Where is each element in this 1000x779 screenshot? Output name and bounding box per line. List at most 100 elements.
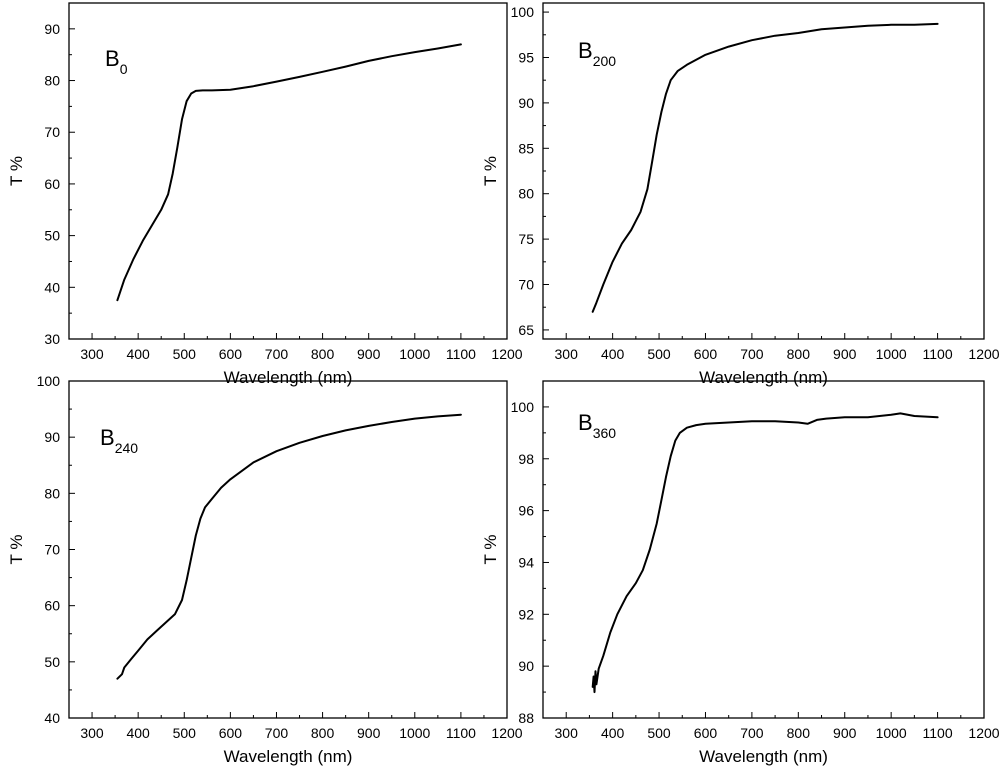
x-tick-label: 1000 xyxy=(399,725,430,741)
y-axis-title: T % xyxy=(481,535,500,565)
y-tick-label: 40 xyxy=(44,279,60,295)
x-tick-label: 600 xyxy=(219,725,243,741)
y-tick-label: 90 xyxy=(44,429,60,445)
y-tick-label: 60 xyxy=(44,176,60,192)
x-axis-title: Wavelength (nm) xyxy=(224,368,353,387)
y-tick-label: 85 xyxy=(518,140,534,156)
x-tick-label: 1200 xyxy=(968,725,999,741)
x-tick-label: 1100 xyxy=(923,725,953,741)
x-tick-label: 1100 xyxy=(923,346,953,362)
plot-frame xyxy=(68,2,508,340)
panel-2: 300 400 500 600 700 800 900 1000 1100 1200 40 50 60 7… xyxy=(7,373,523,766)
x-tick-label: 800 xyxy=(787,725,811,741)
x-tick-label: 400 xyxy=(126,346,150,362)
y-tick-label: 98 xyxy=(518,451,534,467)
x-tick-label: 600 xyxy=(219,346,243,362)
y-tick-label: 92 xyxy=(518,606,534,622)
x-tick-label: 1100 xyxy=(446,346,476,362)
x-tick-label: 400 xyxy=(601,346,625,362)
y-axis-title: T % xyxy=(481,156,500,186)
panel-label: B200 xyxy=(578,38,616,69)
y-tick-label: 90 xyxy=(518,95,534,111)
x-tick-label: 800 xyxy=(787,346,811,362)
y-tick-label: 88 xyxy=(518,710,534,726)
x-tick-label: 300 xyxy=(555,346,579,362)
panel-label-letter: B xyxy=(105,46,120,71)
y-axis-title: T % xyxy=(7,156,26,186)
x-tick-label: 500 xyxy=(173,725,197,741)
panel-1: 300 400 500 600 700 800 900 1000 1100 1200 65 70 75 8… xyxy=(481,2,1000,387)
series-line-B0 xyxy=(116,43,462,302)
panel-label: B360 xyxy=(578,410,616,441)
panel-label-subscript: 360 xyxy=(593,425,617,441)
x-axis-title: Wavelength (nm) xyxy=(699,747,828,766)
y-tick-label: 60 xyxy=(44,598,60,614)
y-tick-label: 50 xyxy=(44,228,60,244)
x-tick-label: 1000 xyxy=(876,725,907,741)
x-tick-label: 300 xyxy=(555,725,579,741)
x-tick-label: 1200 xyxy=(968,346,999,362)
plot-frame xyxy=(542,380,985,719)
y-tick-label: 70 xyxy=(44,124,60,140)
y-tick-label: 70 xyxy=(44,542,60,558)
x-tick-label: 600 xyxy=(694,725,718,741)
y-axis-title: T % xyxy=(7,535,26,565)
panel-3: 300 400 500 600 700 800 900 1000 1100 12008890929… xyxy=(481,380,1000,766)
y-tick-label: 70 xyxy=(518,277,534,293)
y-tick-label: 100 xyxy=(37,373,61,389)
x-tick-label: 1000 xyxy=(876,346,907,362)
panel-label-subscript: 200 xyxy=(593,53,617,69)
x-tick-label: 800 xyxy=(311,346,335,362)
y-tick-label: 96 xyxy=(518,503,534,519)
y-tick-label: 100 xyxy=(511,4,535,20)
y-tick-label: 90 xyxy=(518,658,534,674)
x-tick-label: 500 xyxy=(647,725,671,741)
x-tick-label: 900 xyxy=(833,725,857,741)
x-tick-label: 700 xyxy=(740,346,764,362)
x-tick-label: 700 xyxy=(265,346,289,362)
x-tick-label: 300 xyxy=(80,725,104,741)
y-tick-label: 90 xyxy=(44,21,60,37)
panel-0: 300 400 500 600 700 800 900 1000 1100 12003040506… xyxy=(7,2,523,387)
series-line-B360 xyxy=(591,412,939,694)
x-tick-label: 1100 xyxy=(446,725,476,741)
x-tick-label: 600 xyxy=(694,346,718,362)
panel-label-letter: B xyxy=(578,410,593,435)
x-axis-title: Wavelength (nm) xyxy=(699,368,828,387)
y-tick-label: 75 xyxy=(518,231,534,247)
y-tick-label: 50 xyxy=(44,654,60,670)
x-tick-label: 400 xyxy=(601,725,625,741)
panel-label: B0 xyxy=(105,46,128,77)
x-tick-label: 1200 xyxy=(491,725,522,741)
plot-frame xyxy=(68,380,508,719)
x-tick-label: 700 xyxy=(740,725,764,741)
x-tick-label: 1000 xyxy=(399,346,430,362)
x-tick-label: 300 xyxy=(80,346,104,362)
x-tick-label: 500 xyxy=(647,346,671,362)
panel-label-letter: B xyxy=(578,38,593,63)
x-tick-label: 400 xyxy=(126,725,150,741)
y-tick-label: 65 xyxy=(518,322,534,338)
panel-label-subscript: 0 xyxy=(120,61,128,77)
x-tick-label: 900 xyxy=(833,346,857,362)
y-tick-label: 30 xyxy=(44,331,60,347)
panel-label-letter: B xyxy=(100,425,115,450)
x-tick-label: 900 xyxy=(357,725,381,741)
x-tick-label: 800 xyxy=(311,725,335,741)
y-tick-label: 94 xyxy=(518,554,534,570)
x-tick-label: 500 xyxy=(173,346,197,362)
y-tick-label: 80 xyxy=(44,73,60,89)
x-tick-label: 900 xyxy=(357,346,381,362)
y-tick-label: 100 xyxy=(511,399,535,415)
series-line-B200 xyxy=(591,22,939,313)
y-tick-label: 95 xyxy=(518,49,534,65)
y-tick-label: 40 xyxy=(44,710,60,726)
y-tick-label: 80 xyxy=(518,186,534,202)
panel-label-subscript: 240 xyxy=(115,440,139,456)
y-tick-label: 80 xyxy=(44,485,60,501)
panel-label: B240 xyxy=(100,425,138,456)
x-tick-label: 1200 xyxy=(491,346,522,362)
x-tick-label: 700 xyxy=(265,725,289,741)
series-line-B240 xyxy=(116,413,462,680)
